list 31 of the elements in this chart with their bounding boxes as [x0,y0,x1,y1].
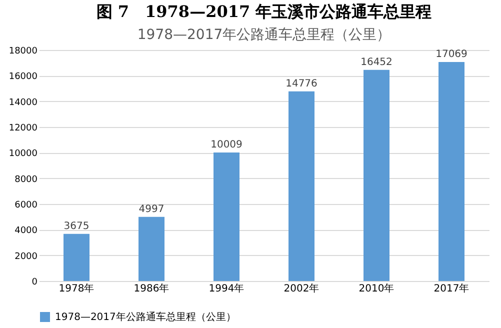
bar [214,152,240,281]
legend-label: 1978—2017年公路通车总里程（公里） [55,311,236,323]
y-tick-label: 18000 [8,46,38,56]
x-tick-label: 1978年 [58,282,94,294]
x-tick-label: 2017年 [434,282,470,294]
bar [288,91,314,281]
y-tick-label: 2000 [14,252,38,262]
y-tick-label: 10000 [8,149,38,160]
bar [364,70,390,281]
data-label: 14776 [286,78,318,90]
bar [438,62,464,281]
y-tick-label: 12000 [8,124,38,134]
x-tick-label: 2010年 [358,282,394,294]
y-tick-label: 8000 [14,174,38,185]
chart-title: 图 7 1978—2017 年玉溪市公路通车总里程 [96,2,432,21]
data-label: 17069 [436,48,468,60]
bar [138,216,164,281]
y-tick-label: 6000 [14,200,38,210]
data-label: 10009 [210,140,242,151]
data-label: 3675 [64,220,90,232]
y-tick-label: 4000 [14,226,38,236]
data-label: 16452 [360,56,392,68]
x-tick-label: 1986年 [134,282,170,294]
chart-subtitle: 1978—2017年公路通车总里程（公里） [137,27,391,43]
x-tick-label: 1994年 [208,282,244,294]
bar [64,234,90,281]
x-tick-label: 2002年 [284,282,320,294]
data-label: 4997 [138,204,164,215]
y-tick-label: 16000 [8,72,38,82]
y-tick-label: 0 [32,278,38,288]
y-tick-label: 14000 [8,98,38,108]
